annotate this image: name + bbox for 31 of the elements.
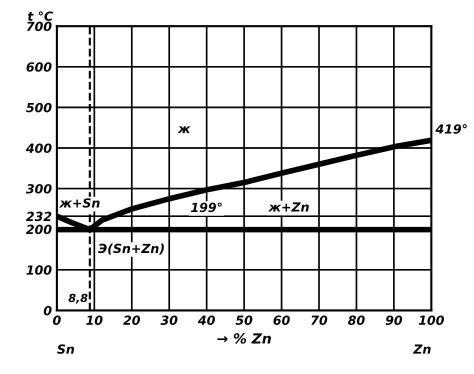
annotation: ж+Sn	[59, 198, 100, 208]
x-tick-label: 40	[198, 316, 215, 325]
y-axis-title: t °C	[28, 11, 54, 21]
y-tick-label: 400	[26, 143, 52, 153]
y-tick-label: 100	[26, 265, 52, 275]
annotation: Э(Sn+Zn)	[98, 243, 164, 255]
y-tick-label: 600	[26, 62, 52, 72]
x-tick-label: 10	[86, 316, 103, 325]
y-tick-label: 232	[26, 212, 52, 222]
text: Sn	[57, 344, 74, 354]
x-tick-label: 50	[236, 316, 252, 325]
y-tick-label: 700	[26, 22, 52, 32]
x-tick-label: 30	[160, 316, 178, 325]
annotation: 419°	[435, 124, 467, 134]
annotation: ж	[177, 126, 191, 134]
text: Zn	[413, 344, 431, 354]
ref-line-label: 8,8	[68, 294, 88, 304]
y-tick-label: 200	[26, 224, 52, 234]
x-tick-label: 0	[52, 316, 61, 325]
x-tick-label: 100	[418, 316, 444, 325]
y-tick-label: 500	[26, 102, 52, 112]
x-tick-label: 70	[311, 316, 328, 325]
y-tick-label: 0	[44, 306, 52, 316]
ref-line-label: 199°	[191, 202, 222, 212]
y-tick-label: 300	[26, 184, 52, 194]
x-tick-label: 60	[273, 316, 290, 325]
x-tick-label: 20	[123, 316, 140, 325]
x-tick-label: 80	[348, 316, 365, 325]
x-axis-title: → % Zn	[217, 333, 271, 344]
x-tick-label: 90	[386, 316, 402, 325]
annotation: ж+Zn	[268, 202, 309, 212]
